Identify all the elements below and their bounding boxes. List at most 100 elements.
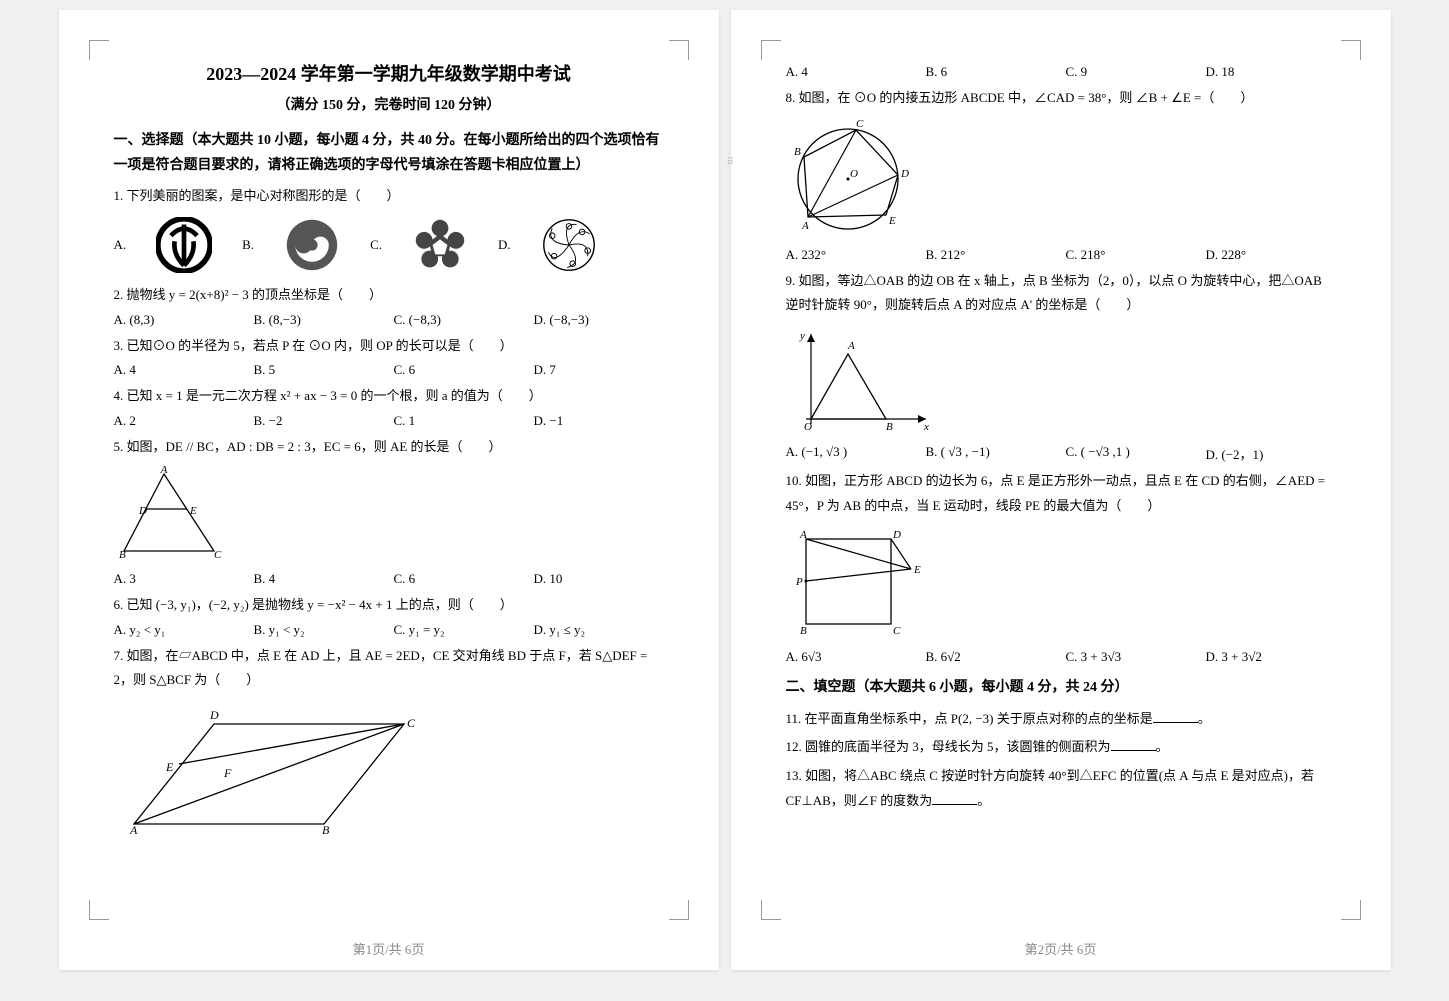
svg-text:y: y: [799, 330, 805, 342]
svg-text:E: E: [165, 760, 174, 774]
q12-text: 12. 圆锥的底面半径为 3，母线长为 5，该圆锥的侧面积为: [786, 739, 1111, 754]
page-footer-2: 第2页/共 6页: [731, 939, 1391, 958]
q12-tail: 。: [1156, 739, 1169, 754]
opt-b: B. y₁ < y₂: [254, 622, 384, 638]
opt-a: A. (−1, √3 ): [786, 444, 916, 463]
question-8: 8. 如图，在 ⊙O 的内接五边形 ABCDE 中，∠CAD = 38°，则 ∠…: [786, 86, 1336, 111]
drag-handle-icon[interactable]: ⠿: [727, 160, 736, 165]
question-12: 12. 圆锥的底面半径为 3，母线长为 5，该圆锥的侧面积为 。: [786, 735, 1336, 760]
opt-a: A. 4: [114, 362, 244, 378]
svg-text:C: C: [407, 716, 416, 730]
opt-d: D. 7: [534, 362, 664, 378]
svg-text:B: B: [119, 549, 126, 561]
svg-text:D: D: [900, 168, 909, 180]
opt-a: A. 2: [114, 413, 244, 429]
svg-text:x: x: [923, 421, 929, 433]
question-4: 4. 已知 x = 1 是一元二次方程 x² + ax − 3 = 0 的一个根…: [114, 384, 664, 409]
q10-figure: A D E P B C: [786, 524, 1336, 643]
opt-d: D. 3 + 3√2: [1206, 649, 1336, 665]
q9-figure: O B A x y: [786, 324, 1336, 438]
option-label-c: C.: [370, 237, 382, 253]
question-9: 9. 如图，等边△OAB 的边 OB 在 x 轴上，点 B 坐标为（2，0），以…: [786, 269, 1336, 318]
pattern-icon-b: [284, 217, 340, 273]
q8-figure: O A B C D E: [786, 117, 1336, 241]
crop-mark: [761, 40, 781, 60]
opt-c: C. 6: [394, 362, 524, 378]
page-1: 2023—2024 学年第一学期九年级数学期中考试 （满分 150 分，完卷时间…: [59, 10, 719, 970]
opt-a: A. y₂ < y₁: [114, 622, 244, 638]
pattern-icon-a: [156, 217, 212, 273]
question-13: 13. 如图，将△ABC 绕点 C 按逆时针方向旋转 40°到△EFC 的位置(…: [786, 764, 1336, 813]
question-3: 3. 已知⊙O 的半径为 5，若点 P 在 ⊙O 内，则 OP 的长可以是（ ）: [114, 334, 664, 359]
opt-d: D. 228°: [1206, 247, 1336, 263]
svg-text:D: D: [209, 708, 219, 722]
svg-text:A: A: [129, 823, 138, 834]
blank: [932, 793, 977, 805]
opt-d: D. (−2，1): [1206, 444, 1336, 463]
svg-text:C: C: [214, 549, 222, 561]
svg-text:A: A: [801, 220, 809, 232]
question-5: 5. 如图，DE // BC，AD : DB = 2 : 3，EC = 6，则 …: [114, 435, 664, 460]
svg-text:B: B: [886, 421, 893, 433]
q5-options: A. 3 B. 4 C. 6 D. 10: [114, 571, 664, 587]
svg-text:C: C: [856, 118, 864, 130]
question-7: 7. 如图，在▱ABCD 中，点 E 在 AD 上，且 AE = 2ED，CE …: [114, 644, 664, 693]
q4-options: A. 2 B. −2 C. 1 D. −1: [114, 413, 664, 429]
option-label-b: B.: [242, 237, 254, 253]
opt-a: A. 3: [114, 571, 244, 587]
pattern-icon-c: [412, 217, 468, 273]
svg-text:F: F: [223, 766, 232, 780]
crop-mark: [89, 900, 109, 920]
question-2: 2. 抛物线 y = 2(x+8)² − 3 的顶点坐标是（ ）: [114, 283, 664, 308]
q11-tail: 。: [1198, 711, 1211, 726]
opt-a: A. 232°: [786, 247, 916, 263]
section-2-heading: 二、填空题（本大题共 6 小题，每小题 4 分，共 24 分）: [786, 675, 1336, 700]
opt-a: A. 6√3: [786, 649, 916, 665]
crop-mark: [1341, 900, 1361, 920]
svg-text:P: P: [795, 576, 803, 588]
opt-b: B. 5: [254, 362, 384, 378]
q2-text: 2. 抛物线 y = 2(x+8)² − 3 的顶点坐标是（ ）: [114, 287, 383, 302]
opt-c: C. 1: [394, 413, 524, 429]
opt-d: D. y₁ ≤ y₂: [534, 622, 664, 638]
blank: [1111, 740, 1156, 752]
crop-mark: [669, 900, 689, 920]
q8-options: A. 232° B. 212° C. 218° D. 228°: [786, 247, 1336, 263]
q13-tail: 。: [977, 793, 990, 808]
q3-options: A. 4 B. 5 C. 6 D. 7: [114, 362, 664, 378]
opt-c: C. 3 + 3√3: [1066, 649, 1196, 665]
option-label-d: D.: [498, 237, 511, 253]
q13-text: 13. 如图，将△ABC 绕点 C 按逆时针方向旋转 40°到△EFC 的位置(…: [786, 768, 1314, 808]
svg-text:E: E: [189, 505, 197, 517]
opt-d: D. 18: [1206, 64, 1336, 80]
svg-text:A: A: [159, 466, 167, 476]
svg-text:C: C: [893, 625, 901, 637]
exam-title: 2023—2024 学年第一学期九年级数学期中考试: [114, 60, 664, 86]
crop-mark: [89, 40, 109, 60]
opt-b: B. 6: [926, 64, 1056, 80]
crop-mark: [761, 900, 781, 920]
opt-a: A. (8,3): [114, 312, 244, 328]
svg-text:D: D: [892, 529, 901, 541]
opt-b: B. 4: [254, 571, 384, 587]
q7-options: A. 4 B. 6 C. 9 D. 18: [786, 64, 1336, 80]
svg-text:E: E: [888, 215, 896, 227]
question-1: 1. 下列美丽的图案，是中心对称图形的是（ ）: [114, 184, 664, 209]
opt-a: A. 4: [786, 64, 916, 80]
section-1-heading: 一、选择题（本大题共 10 小题，每小题 4 分，共 40 分。在每小题所给出的…: [114, 128, 664, 178]
crop-mark: [669, 40, 689, 60]
blank: [1153, 711, 1198, 723]
svg-text:O: O: [804, 421, 812, 433]
svg-text:E: E: [913, 564, 921, 576]
q1-options: A. B. C. D.: [114, 217, 664, 273]
opt-b: B. 212°: [926, 247, 1056, 263]
option-label-a: A.: [114, 237, 127, 253]
q5-figure: A D E B C: [114, 466, 664, 565]
opt-d: D. 10: [534, 571, 664, 587]
svg-text:D: D: [138, 505, 147, 517]
q11-text: 11. 在平面直角坐标系中，点 P(2, −3) 关于原点对称的点的坐标是: [786, 711, 1153, 726]
pattern-icon-d: [541, 217, 597, 273]
page-footer-1: 第1页/共 6页: [59, 939, 719, 958]
question-6: 6. 已知 (−3, y₁)，(−2, y₂) 是抛物线 y = −x² − 4…: [114, 593, 664, 618]
q2-options: A. (8,3) B. (8,−3) C. (−8,3) D. (−8,−3): [114, 312, 664, 328]
